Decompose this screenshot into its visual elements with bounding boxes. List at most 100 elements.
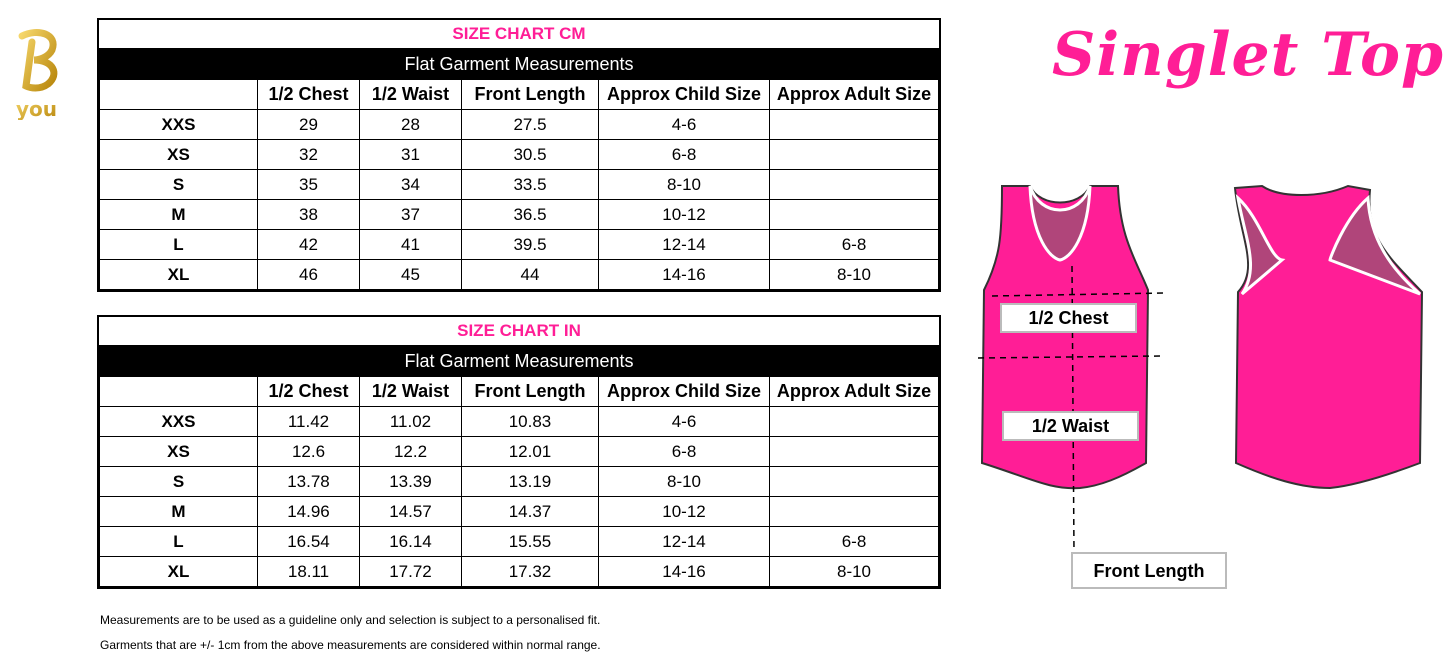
size-cell: XXS — [99, 406, 258, 437]
value-cell — [769, 199, 939, 230]
value-cell: 31 — [359, 139, 462, 170]
size-cell: XL — [99, 556, 258, 587]
table-row: S 13.78 13.39 13.19 8-10 — [99, 466, 939, 497]
value-cell: 10-12 — [598, 496, 770, 527]
table-row: XL 46 45 44 14-16 8-10 — [99, 259, 939, 290]
table-row: XS 12.6 12.2 12.01 6-8 — [99, 436, 939, 467]
value-cell: 14.37 — [461, 496, 599, 527]
value-cell — [769, 139, 939, 170]
singlet-diagram — [977, 184, 1424, 554]
value-cell — [769, 109, 939, 140]
value-cell — [769, 466, 939, 497]
table-subtitle: Flat Garment Measurements — [99, 345, 939, 377]
size-cell: XS — [99, 436, 258, 467]
value-cell: 35 — [257, 169, 360, 200]
table-row: XXS 29 28 27.5 4-6 — [99, 109, 939, 140]
table-title: SIZE CHART IN — [457, 321, 581, 340]
value-cell — [769, 406, 939, 437]
value-cell: 13.39 — [359, 466, 462, 497]
value-cell — [769, 496, 939, 527]
chest-label: 1/2 Chest — [1000, 303, 1137, 333]
value-cell: 36.5 — [461, 199, 599, 230]
value-cell: 33.5 — [461, 169, 599, 200]
value-cell: 41 — [359, 229, 462, 260]
value-cell — [769, 169, 939, 200]
value-cell: 45 — [359, 259, 462, 290]
value-cell: 46 — [257, 259, 360, 290]
value-cell: 34 — [359, 169, 462, 200]
front-length-label: Front Length — [1071, 552, 1227, 589]
column-header: 1/2 Chest — [257, 376, 360, 407]
singlet-back — [1233, 184, 1424, 490]
value-cell: 13.78 — [257, 466, 360, 497]
table-row: XXS 11.42 11.02 10.83 4-6 — [99, 406, 939, 437]
value-cell: 28 — [359, 109, 462, 140]
singlet-front — [977, 185, 1166, 554]
value-cell: 12.6 — [257, 436, 360, 467]
size-chart-in: SIZE CHART IN Flat Garment Measurements … — [97, 315, 941, 589]
column-header: Approx Child Size — [598, 376, 770, 407]
value-cell: 37 — [359, 199, 462, 230]
column-header: 1/2 Chest — [257, 79, 360, 110]
column-header: Approx Child Size — [598, 79, 770, 110]
value-cell: 14.57 — [359, 496, 462, 527]
size-cell: XL — [99, 259, 258, 290]
value-cell: 14.96 — [257, 496, 360, 527]
table-row: M 14.96 14.57 14.37 10-12 — [99, 496, 939, 527]
table-row: M 38 37 36.5 10-12 — [99, 199, 939, 230]
value-cell — [769, 436, 939, 467]
column-header: Approx Adult Size — [769, 79, 939, 110]
value-cell: 12.2 — [359, 436, 462, 467]
value-cell: 10-12 — [598, 199, 770, 230]
column-header: 1/2 Waist — [359, 79, 462, 110]
value-cell: 15.55 — [461, 526, 599, 557]
value-cell: 42 — [257, 229, 360, 260]
value-cell: 6-8 — [598, 436, 770, 467]
header-row: 1/2 Chest 1/2 Waist Front Length Approx Chi… — [99, 79, 939, 110]
value-cell: 18.11 — [257, 556, 360, 587]
size-cell: L — [99, 526, 258, 557]
value-cell: 39.5 — [461, 229, 599, 260]
value-cell: 29 — [257, 109, 360, 140]
value-cell: 6-8 — [769, 526, 939, 557]
product-title: Singlet Top — [1052, 20, 1445, 90]
column-header: Front Length — [461, 376, 599, 407]
table-row: XL 18.11 17.72 17.32 14-16 8-10 — [99, 556, 939, 587]
value-cell: 8-10 — [598, 169, 770, 200]
waist-label: 1/2 Waist — [1002, 411, 1139, 441]
value-cell: 11.02 — [359, 406, 462, 437]
column-header: Front Length — [461, 79, 599, 110]
size-cell: L — [99, 229, 258, 260]
table-row: L 16.54 16.14 15.55 12-14 6-8 — [99, 526, 939, 557]
value-cell: 30.5 — [461, 139, 599, 170]
value-cell: 13.19 — [461, 466, 599, 497]
value-cell: 6-8 — [598, 139, 770, 170]
value-cell: 14-16 — [598, 259, 770, 290]
column-header: 1/2 Waist — [359, 376, 462, 407]
value-cell: 8-10 — [598, 466, 770, 497]
svg-text:you: you — [16, 97, 57, 120]
value-cell: 6-8 — [769, 229, 939, 260]
value-cell: 8-10 — [769, 556, 939, 587]
value-cell: 32 — [257, 139, 360, 170]
size-cell: XXS — [99, 109, 258, 140]
size-cell: S — [99, 466, 258, 497]
size-cell: M — [99, 199, 258, 230]
note-tolerance: Garments that are +/- 1cm from the above… — [100, 638, 601, 652]
table-row: S 35 34 33.5 8-10 — [99, 169, 939, 200]
value-cell: 16.54 — [257, 526, 360, 557]
column-header — [99, 376, 258, 407]
value-cell: 4-6 — [598, 406, 770, 437]
value-cell: 11.42 — [257, 406, 360, 437]
table-row: L 42 41 39.5 12-14 6-8 — [99, 229, 939, 260]
header-row: 1/2 Chest 1/2 Waist Front Length Approx Chi… — [99, 376, 939, 407]
size-cell: M — [99, 496, 258, 527]
value-cell: 27.5 — [461, 109, 599, 140]
value-cell: 8-10 — [769, 259, 939, 290]
value-cell: 12-14 — [598, 229, 770, 260]
brand-logo: you — [16, 29, 58, 120]
table-subtitle: Flat Garment Measurements — [99, 48, 939, 80]
value-cell: 16.14 — [359, 526, 462, 557]
table-title: SIZE CHART CM — [452, 24, 586, 43]
size-chart-cm: SIZE CHART CM Flat Garment Measurements … — [97, 18, 941, 292]
